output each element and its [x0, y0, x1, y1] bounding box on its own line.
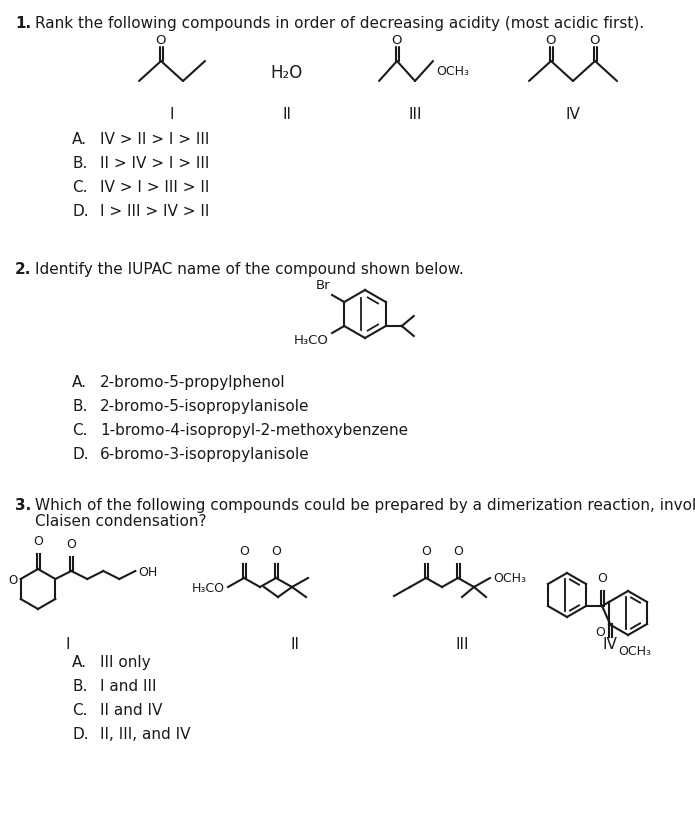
Text: H₃CO: H₃CO — [294, 333, 329, 347]
Text: 2-bromo-5-propylphenol: 2-bromo-5-propylphenol — [100, 375, 286, 390]
Text: I > III > IV > II: I > III > IV > II — [100, 203, 209, 218]
Text: 2-bromo-5-isopropylanisole: 2-bromo-5-isopropylanisole — [100, 399, 309, 414]
Text: I: I — [66, 636, 70, 651]
Text: O: O — [33, 534, 43, 547]
Text: A.: A. — [72, 654, 87, 669]
Text: II: II — [291, 636, 300, 651]
Text: O: O — [156, 34, 166, 47]
Text: Rank the following compounds in order of decreasing acidity (most acidic first).: Rank the following compounds in order of… — [35, 16, 644, 31]
Text: O: O — [595, 624, 605, 638]
Text: O: O — [392, 34, 402, 47]
Text: O: O — [271, 544, 281, 557]
Text: OCH₃: OCH₃ — [436, 65, 469, 78]
Text: OCH₃: OCH₃ — [618, 644, 651, 657]
Text: OH: OH — [138, 565, 158, 578]
Text: O: O — [453, 544, 463, 557]
Text: 2.: 2. — [15, 261, 31, 277]
Text: Claisen condensation?: Claisen condensation? — [35, 514, 206, 528]
Text: II and IV: II and IV — [100, 702, 163, 717]
Text: B.: B. — [72, 678, 88, 693]
Text: O: O — [8, 573, 17, 586]
Text: I and III: I and III — [100, 678, 156, 693]
Text: O: O — [239, 544, 249, 557]
Text: OCH₃: OCH₃ — [493, 571, 526, 585]
Text: D.: D. — [72, 203, 89, 218]
Text: Br: Br — [316, 279, 330, 292]
Text: O: O — [590, 34, 600, 47]
Text: Which of the following compounds could be prepared by a dimerization reaction, i: Which of the following compounds could b… — [35, 497, 695, 513]
Text: H₂O: H₂O — [271, 64, 303, 82]
Text: III: III — [408, 107, 422, 122]
Text: O: O — [597, 571, 607, 585]
Text: Identify the IUPAC name of the compound shown below.: Identify the IUPAC name of the compound … — [35, 261, 464, 277]
Text: IV > II > I > III: IV > II > I > III — [100, 131, 209, 147]
Text: 1-bromo-4-isopropyl-2-methoxybenzene: 1-bromo-4-isopropyl-2-methoxybenzene — [100, 423, 408, 437]
Text: B.: B. — [72, 399, 88, 414]
Text: IV: IV — [603, 636, 617, 651]
Text: 3.: 3. — [15, 497, 31, 513]
Text: III: III — [455, 636, 468, 651]
Text: II: II — [282, 107, 291, 122]
Text: IV > I > III > II: IV > I > III > II — [100, 179, 209, 195]
Text: III only: III only — [100, 654, 151, 669]
Text: H₃CO: H₃CO — [192, 581, 225, 594]
Text: C.: C. — [72, 702, 88, 717]
Text: 6-bromo-3-isopropylanisole: 6-bromo-3-isopropylanisole — [100, 447, 310, 461]
Text: D.: D. — [72, 726, 89, 741]
Text: B.: B. — [72, 155, 88, 171]
Text: O: O — [546, 34, 556, 47]
Text: II > IV > I > III: II > IV > I > III — [100, 155, 209, 171]
Text: C.: C. — [72, 423, 88, 437]
Text: O: O — [67, 538, 76, 550]
Text: I: I — [170, 107, 174, 122]
Text: O: O — [421, 544, 431, 557]
Text: IV: IV — [566, 107, 580, 122]
Text: C.: C. — [72, 179, 88, 195]
Text: A.: A. — [72, 131, 87, 147]
Text: A.: A. — [72, 375, 87, 390]
Text: 1.: 1. — [15, 16, 31, 31]
Text: II, III, and IV: II, III, and IV — [100, 726, 190, 741]
Text: D.: D. — [72, 447, 89, 461]
